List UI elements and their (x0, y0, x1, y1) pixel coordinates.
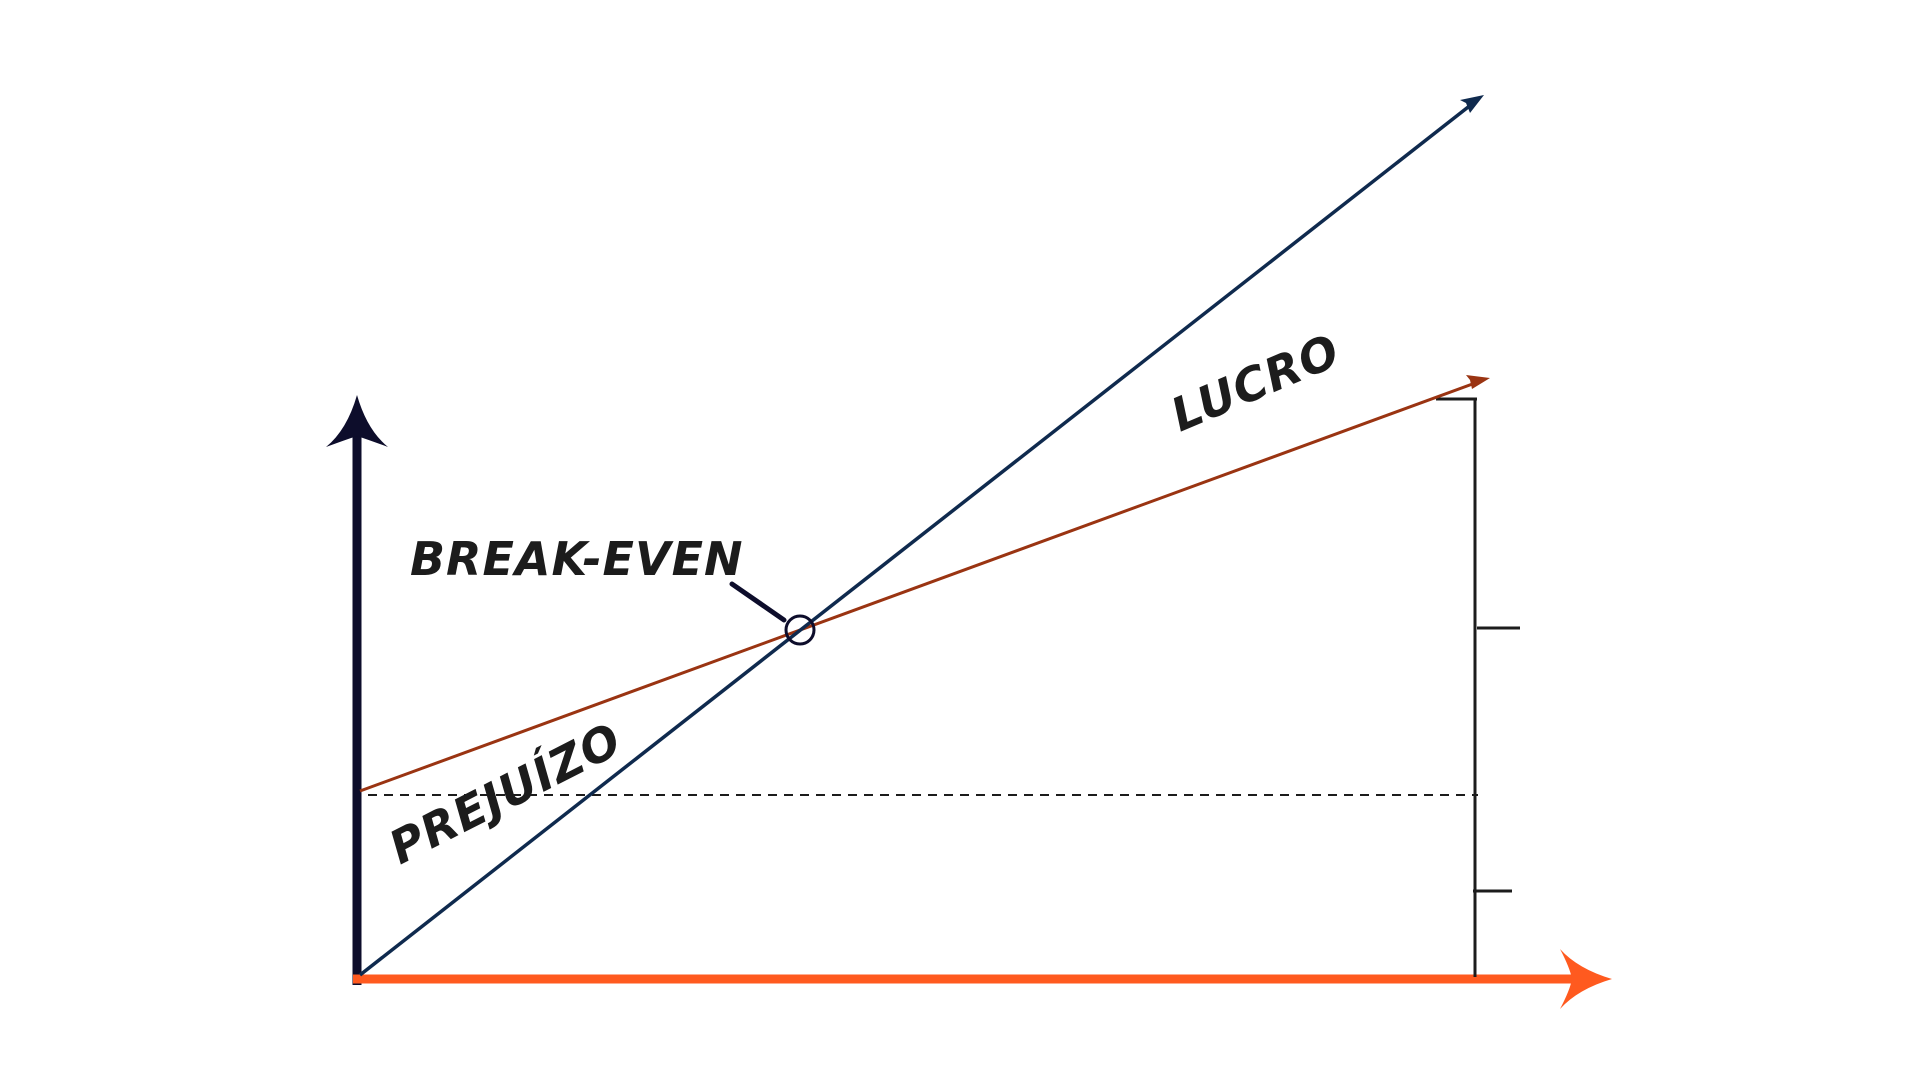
revenue-line-arrowhead (1460, 95, 1484, 113)
y-axis-arrowhead (326, 395, 388, 447)
revenue-line (358, 102, 1474, 977)
break-even-point-marker (784, 614, 816, 646)
cost-line-arrowhead (1466, 375, 1490, 389)
break-even-pointer (729, 581, 787, 623)
cost-line (359, 380, 1479, 793)
profit-label: LUCRO (1163, 323, 1347, 442)
x-axis-arrowhead (1560, 949, 1612, 1009)
break-even-label: BREAK-EVEN (410, 532, 744, 586)
